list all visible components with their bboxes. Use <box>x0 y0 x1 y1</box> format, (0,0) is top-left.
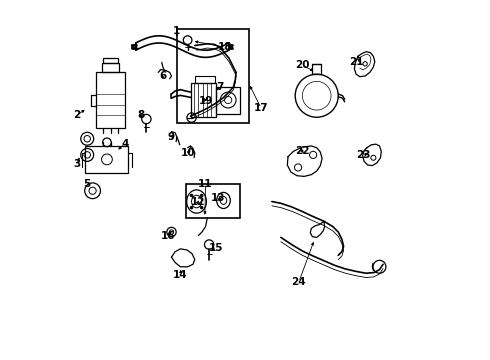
Bar <box>313 64 321 74</box>
Text: 11: 11 <box>198 179 213 189</box>
Text: 15: 15 <box>209 243 223 253</box>
Text: 18: 18 <box>218 42 233 52</box>
Text: 17: 17 <box>254 103 269 113</box>
Text: 20: 20 <box>295 60 310 70</box>
Bar <box>103 58 118 63</box>
Text: 3: 3 <box>73 159 80 169</box>
Bar <box>216 87 240 114</box>
Text: 24: 24 <box>292 277 306 287</box>
Circle shape <box>200 194 203 197</box>
Text: 1: 1 <box>173 26 180 36</box>
Bar <box>191 83 216 117</box>
Circle shape <box>190 206 193 209</box>
Text: 12: 12 <box>191 197 206 207</box>
Text: 7: 7 <box>216 82 223 92</box>
Text: 4: 4 <box>121 139 128 149</box>
Circle shape <box>200 206 203 209</box>
Text: 5: 5 <box>84 179 91 189</box>
Bar <box>96 72 125 128</box>
Text: 6: 6 <box>159 71 166 81</box>
Text: 8: 8 <box>137 111 145 121</box>
Circle shape <box>190 194 193 197</box>
Bar <box>85 146 128 173</box>
Text: 14: 14 <box>173 270 188 280</box>
Bar <box>195 76 215 83</box>
Text: 13: 13 <box>211 193 225 203</box>
Text: 10: 10 <box>180 148 195 158</box>
Text: 22: 22 <box>295 146 310 156</box>
Text: 23: 23 <box>356 150 370 160</box>
Bar <box>186 184 240 218</box>
Text: 2: 2 <box>73 111 80 121</box>
Text: 21: 21 <box>349 57 364 67</box>
Bar <box>177 30 248 123</box>
Text: 16: 16 <box>161 231 175 240</box>
Bar <box>101 63 120 72</box>
Text: 9: 9 <box>168 132 175 142</box>
Text: 19: 19 <box>198 96 213 106</box>
